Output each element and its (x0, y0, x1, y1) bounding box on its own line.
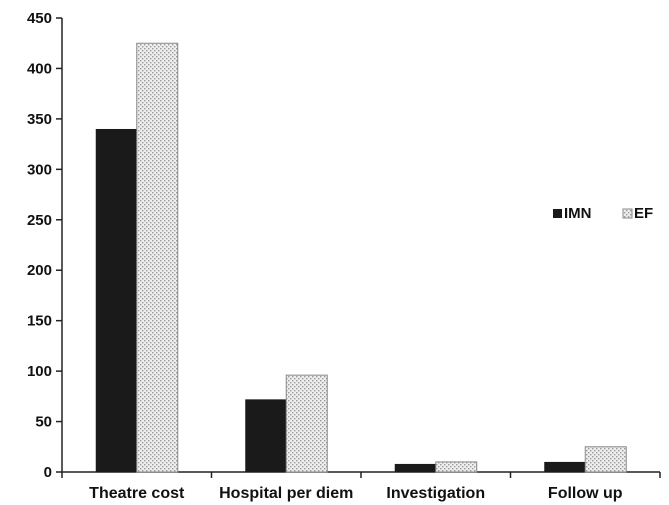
bars (95, 42, 627, 473)
x-category-label: Investigation (386, 485, 485, 502)
legend-label-imn: IMN (564, 205, 592, 222)
y-tick-label: 250 (27, 212, 52, 229)
y-tick-label: 300 (27, 161, 52, 178)
x-category-label: Theatre cost (89, 485, 185, 502)
bar-ef (136, 42, 179, 473)
y-tick-label: 150 (27, 313, 52, 330)
bar-imn (245, 399, 287, 472)
legend-swatch-imn (553, 209, 562, 218)
x-category-label: Follow up (548, 485, 623, 502)
y-tick-label: 400 (27, 60, 52, 77)
bar-ef (285, 374, 328, 473)
bar-imn (394, 463, 436, 472)
y-tick-label: 50 (35, 414, 52, 431)
y-tick-label: 100 (27, 363, 52, 380)
bar-ef (435, 461, 478, 473)
legend: IMN EF (553, 205, 653, 222)
legend-swatch-ef (622, 208, 633, 219)
legend-label-ef: EF (634, 205, 653, 222)
bar-imn (544, 461, 586, 472)
y-tick-label: 0 (44, 464, 52, 481)
bar-imn (95, 128, 137, 472)
y-tick-label: 450 (27, 10, 52, 27)
y-tick-label: 200 (27, 262, 52, 279)
y-axis: 0 50 100 150 200 250 300 350 400 450 (27, 10, 63, 481)
y-tick-label: 350 (27, 111, 52, 128)
x-category-label: Hospital per diem (219, 485, 353, 502)
bar-ef (584, 446, 627, 473)
x-axis: Theatre cost Hospital per diem Investigati… (61, 471, 661, 502)
